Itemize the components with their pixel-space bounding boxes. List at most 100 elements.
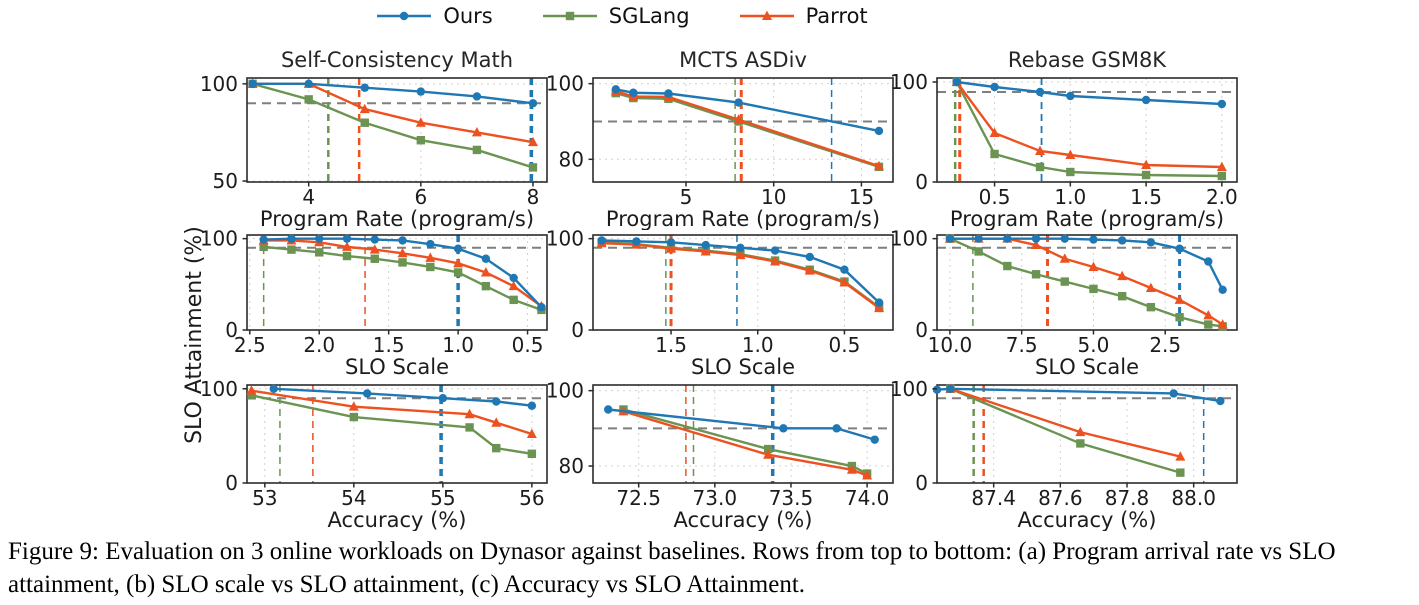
y-tick-label: 80 bbox=[559, 147, 584, 171]
subplot-mcts-asdiv-slo-scale: 1.5 1.0 0.5 0 100 SLO Scale bbox=[539, 227, 899, 379]
data-point-sglang bbox=[527, 449, 537, 458]
x-tick-label: 2.0 bbox=[1206, 185, 1238, 209]
data-point-parrot bbox=[1175, 451, 1186, 461]
data-point-sglang bbox=[763, 444, 773, 454]
data-point-ours bbox=[248, 79, 257, 89]
y-tick-label: 0 bbox=[571, 318, 584, 342]
data-point-parrot bbox=[397, 247, 408, 258]
legend-label-sglang: SGLang bbox=[608, 4, 690, 28]
data-point-sglang bbox=[1003, 261, 1012, 271]
data-point-parrot bbox=[1174, 294, 1185, 304]
x-tick-label: 88.0 bbox=[1171, 486, 1216, 510]
chart-svg: 2.5 2.0 1.5 1.0 0.5 0 100 SLO Scale bbox=[200, 227, 548, 379]
x-tick-label: 72.5 bbox=[616, 486, 661, 510]
subplot-title: MCTS ASDiv bbox=[679, 48, 807, 72]
data-point-ours bbox=[1031, 234, 1041, 243]
data-point-sglang bbox=[304, 95, 313, 104]
data-point-sglang bbox=[990, 149, 999, 159]
x-axis-label: SLO Scale bbox=[345, 355, 449, 378]
x-tick-label: 2.0 bbox=[303, 333, 335, 357]
data-point-parrot bbox=[1203, 309, 1214, 320]
x-tick-label: 55 bbox=[430, 486, 455, 510]
data-point-ours bbox=[1218, 285, 1227, 295]
y-tick-label: 0 bbox=[225, 471, 238, 495]
x-tick-label: 5 bbox=[680, 185, 693, 209]
plot-border bbox=[936, 384, 1238, 484]
y-tick-label: 100 bbox=[200, 72, 238, 96]
subplot-sc-math-slo-scale: 2.5 2.0 1.5 1.0 0.5 0 100 SLO Scale bbox=[193, 227, 553, 379]
y-tick-label: 80 bbox=[559, 454, 584, 478]
series-line-parrot bbox=[252, 82, 534, 144]
data-point-ours bbox=[416, 87, 426, 96]
y-tick-label: 100 bbox=[546, 379, 584, 403]
data-point-ours bbox=[398, 236, 407, 245]
data-point-parrot bbox=[526, 428, 537, 438]
data-point-ours bbox=[527, 401, 537, 410]
y-tick-label: 0 bbox=[915, 471, 928, 495]
data-point-ours bbox=[1066, 91, 1075, 101]
data-point-ours bbox=[472, 92, 482, 101]
x-tick-label: 7.5 bbox=[1006, 333, 1038, 357]
chart-svg: 10.0 7.5 5.0 2.5 0 100 SLO Scale bbox=[890, 227, 1238, 379]
data-point-parrot bbox=[770, 256, 781, 266]
data-point-ours bbox=[269, 384, 278, 393]
y-tick-label: 0 bbox=[915, 170, 928, 194]
data-point-ours bbox=[990, 82, 999, 92]
x-axis-label: Program Rate (program/s) bbox=[260, 207, 534, 230]
data-point-sglang bbox=[1076, 439, 1085, 448]
data-point-parrot bbox=[1075, 426, 1086, 437]
series-line-sglang bbox=[623, 408, 868, 475]
series-line-parrot bbox=[623, 410, 868, 477]
data-point-sglang bbox=[465, 423, 474, 432]
data-point-parrot bbox=[425, 252, 436, 262]
data-point-ours bbox=[945, 234, 955, 243]
data-point-sglang bbox=[370, 254, 379, 263]
data-point-ours bbox=[1146, 238, 1156, 247]
data-point-ours bbox=[1117, 236, 1127, 245]
data-point-ours bbox=[1169, 389, 1178, 398]
data-point-ours bbox=[779, 424, 788, 433]
data-point-ours bbox=[1003, 234, 1012, 243]
data-point-sglang bbox=[1031, 270, 1041, 279]
data-point-parrot bbox=[804, 265, 815, 275]
subplot-mcts-asdiv-program-rate: 5 10 15 80 100 MCTS ASDiv Program Rate (progra… bbox=[539, 44, 899, 231]
data-point-parrot bbox=[862, 470, 873, 480]
data-point-parrot bbox=[873, 160, 884, 171]
legend-label-ours: Ours bbox=[443, 4, 493, 28]
data-point-ours bbox=[259, 235, 268, 244]
series-line-ours bbox=[608, 408, 876, 441]
data-point-parrot bbox=[1217, 319, 1228, 329]
data-point-parrot bbox=[464, 408, 475, 419]
data-point-ours bbox=[736, 243, 745, 252]
data-point-parrot bbox=[246, 385, 257, 395]
data-point-ours bbox=[974, 234, 983, 243]
chart-svg: 72.5 73.0 73.5 74.0 80 100 Accuracy (%) bbox=[546, 379, 894, 532]
data-point-sglang bbox=[492, 443, 501, 453]
legend-marker-ours-icon bbox=[377, 11, 432, 21]
x-tick-label: 5.0 bbox=[1078, 333, 1110, 357]
x-tick-label: 54 bbox=[341, 486, 366, 510]
x-tick-label: 87.4 bbox=[971, 486, 1016, 510]
series-line-ours bbox=[956, 80, 1222, 106]
x-tick-label: 1.0 bbox=[742, 333, 774, 357]
plot-border bbox=[592, 77, 894, 183]
y-tick-label: 100 bbox=[200, 227, 238, 251]
data-point-sglang bbox=[416, 136, 426, 145]
data-point-sglang bbox=[398, 258, 407, 267]
data-point-parrot bbox=[700, 246, 711, 256]
subplot-rebase-gsm8k-accuracy: 87.4 87.6 87.8 88.0 0 100 Accuracy (%) bbox=[883, 377, 1243, 532]
data-point-sglang bbox=[426, 262, 435, 272]
x-tick-label: 1.5 bbox=[373, 333, 405, 357]
x-tick-label: 0.5 bbox=[512, 333, 544, 357]
data-point-parrot bbox=[1035, 145, 1046, 155]
data-point-ours bbox=[952, 77, 961, 87]
data-point-ours bbox=[287, 234, 296, 243]
data-point-ours bbox=[870, 435, 879, 444]
data-point-ours bbox=[701, 240, 710, 250]
data-point-ours bbox=[611, 85, 621, 94]
x-tick-label: 1.5 bbox=[655, 333, 687, 357]
data-point-parrot bbox=[359, 103, 370, 114]
chart-svg: 1.5 1.0 0.5 0 100 SLO Scale bbox=[546, 227, 894, 379]
x-tick-label: 1.0 bbox=[442, 333, 474, 357]
